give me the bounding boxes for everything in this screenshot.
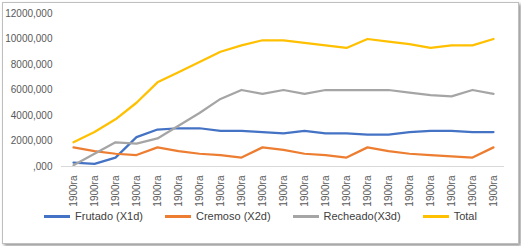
svg-text:1900ra: 1900ra: [341, 175, 352, 207]
svg-text:1900ra: 1900ra: [110, 175, 121, 207]
svg-text:1900ra: 1900ra: [383, 175, 394, 207]
html-text:Recheado(X3d): Recheado(X3d): [323, 210, 401, 222]
svg-text:1900ra: 1900ra: [467, 175, 478, 207]
svg-text:1900ra: 1900ra: [278, 175, 289, 207]
svg-text:1900ra: 1900ra: [488, 175, 499, 207]
svg-text:1900ra: 1900ra: [194, 175, 205, 207]
svg-text:1900ra: 1900ra: [68, 175, 79, 207]
html-text:Frutado (X1d): Frutado (X1d): [75, 210, 143, 222]
svg-text:1900ra: 1900ra: [362, 175, 373, 207]
svg-text:1900ra: 1900ra: [236, 175, 247, 207]
svg-text:1900ra: 1900ra: [404, 175, 415, 207]
svg-text:1900ra: 1900ra: [446, 175, 457, 207]
svg-text:1900ra: 1900ra: [152, 175, 163, 207]
svg-text:1900ra: 1900ra: [425, 175, 436, 207]
svg-text:1900ra: 1900ra: [89, 175, 100, 207]
svg-text:10000,000: 10000,000: [5, 33, 53, 44]
svg-text:1900ra: 1900ra: [173, 175, 184, 207]
svg-text:12000,000: 12000,000: [5, 8, 53, 19]
svg-text:8000,000: 8000,000: [11, 59, 53, 70]
html-text:Cremoso (X2d): Cremoso (X2d): [196, 210, 271, 222]
html-text:Total: Total: [453, 210, 477, 222]
svg-text:1900ra: 1900ra: [131, 175, 142, 207]
svg-text:1900ra: 1900ra: [215, 175, 226, 207]
svg-text:2000,000: 2000,000: [11, 135, 53, 146]
svg-text:1900ra: 1900ra: [299, 175, 310, 207]
svg-text:1900ra: 1900ra: [320, 175, 331, 207]
svg-text:1900ra: 1900ra: [257, 175, 268, 207]
svg-text:,000: ,000: [33, 161, 53, 172]
svg-text:4000,000: 4000,000: [11, 110, 53, 121]
svg-text:6000,000: 6000,000: [11, 84, 53, 95]
